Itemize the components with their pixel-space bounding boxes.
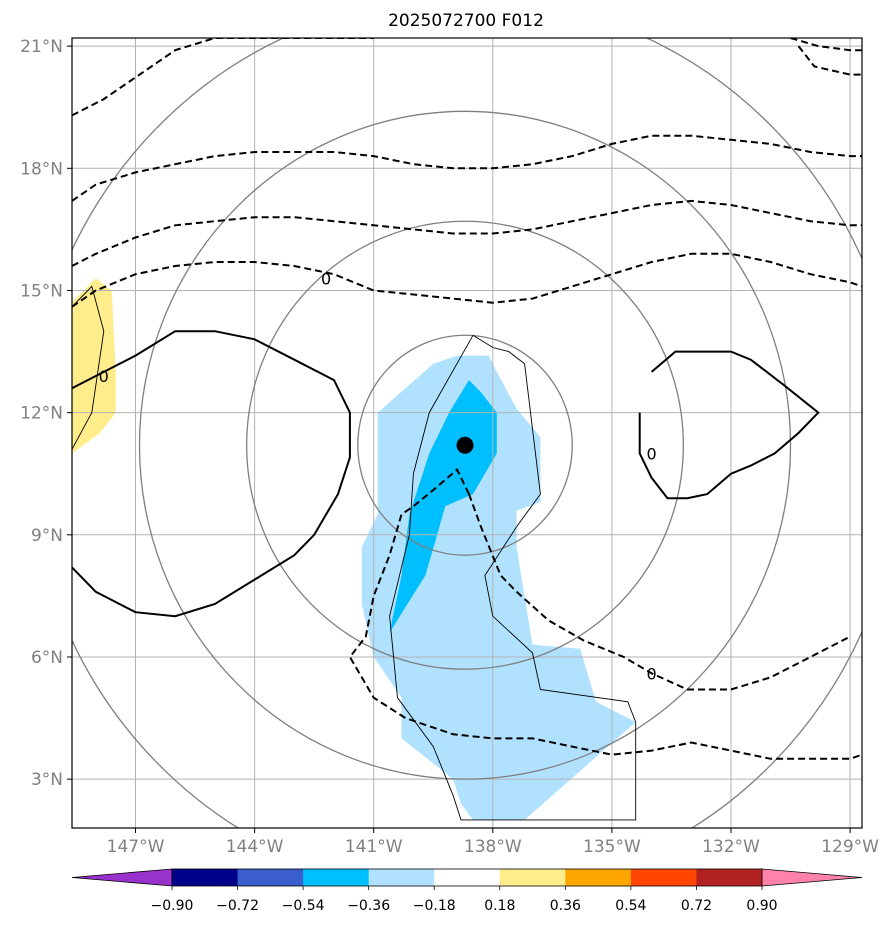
colorbar: −0.90 −0.72 −0.54 −0.36 −0.18 0.18 0.36 0.54 0.7…: [71, 868, 863, 914]
colorbar-extend-high: [761, 868, 863, 887]
colorbar-label-2: −0.54: [282, 898, 325, 914]
lon-tick-label-3: 138°W: [464, 837, 522, 857]
colorbar-outline: [171, 868, 763, 887]
colorbar-label-4: −0.18: [413, 898, 456, 914]
storm-center-marker: [456, 436, 474, 454]
lat-tick-label-5: 18°N: [20, 159, 63, 179]
contour-line-1: [790, 38, 862, 52]
contour-line-4: [72, 199, 862, 267]
colorbar-segment-2: [237, 869, 304, 886]
map-frame: [71, 37, 863, 829]
colorbar-label-5: 0.18: [484, 898, 515, 914]
colorbar-segment-9: [696, 869, 763, 886]
map-plot-area: 0 0 0 0: [72, 38, 862, 828]
contour-line-7: [468, 493, 851, 691]
lon-tick-label-0: 147°W: [107, 837, 165, 857]
contour-line-3: [72, 134, 862, 202]
colorbar-segment-5: [434, 869, 501, 886]
lat-tick-label-0: 3°N: [31, 770, 63, 790]
colorbar-label-3: −0.36: [347, 898, 390, 914]
colorbar-label-6: 0.36: [550, 898, 581, 914]
lon-tick-label-1: 144°W: [226, 837, 284, 857]
contour-line-6: [348, 467, 862, 760]
lat-tick-label-2: 9°N: [31, 526, 63, 546]
contour-line-11: [389, 334, 637, 821]
lat-tick-label-1: 6°N: [31, 648, 63, 668]
contour-line-9: [638, 350, 820, 500]
lat-tick-label-3: 12°N: [20, 404, 63, 424]
contour-label-1: 0: [99, 367, 109, 386]
lat-tick-label-6: 21°N: [20, 37, 63, 57]
colorbar-label-0: −0.90: [151, 898, 194, 914]
longitude-axis: 147°W 144°W 141°W 138°W 135°W 132°W 129°W: [107, 828, 879, 857]
lon-tick-label-2: 141°W: [345, 837, 403, 857]
lon-tick-label-5: 132°W: [702, 837, 760, 857]
colorbar-segment-7: [565, 869, 632, 886]
chart-title: 2025072700 F012: [388, 11, 544, 31]
colorbar-label-7: 0.54: [615, 898, 646, 914]
colorbar-segment-6: [499, 869, 566, 886]
colorbar-segment-1: [172, 869, 239, 886]
lon-tick-label-4: 135°W: [583, 837, 641, 857]
contour-label-2: 0: [647, 444, 657, 463]
contour-line-10: [72, 285, 105, 450]
contour-label-3: 0: [647, 664, 657, 683]
contour-line-0: [72, 38, 374, 117]
colorbar-label-9: 0.90: [746, 898, 777, 914]
range-ring-1: [246, 220, 685, 670]
contour-line-5: [72, 252, 862, 308]
lon-tick-label-6: 129°W: [821, 837, 879, 857]
lat-tick-label-4: 15°N: [20, 281, 63, 301]
range-ring-2: [138, 110, 792, 780]
contour-label-0: 0: [321, 269, 331, 288]
colorbar-label-8: 0.72: [681, 898, 712, 914]
colorbar-segment-8: [630, 869, 697, 886]
contour-line-2: [797, 45, 862, 76]
colorbar-segment-4: [368, 869, 435, 886]
colorbar-segment-3: [303, 869, 370, 886]
colorbar-label-1: −0.72: [216, 898, 259, 914]
contour-line-8: [72, 330, 351, 618]
filled-region-2: [72, 278, 116, 454]
latitude-axis: 3°N 6°N 9°N 12°N 15°N 18°N 21°N: [20, 37, 72, 790]
range-ring-0: [357, 334, 573, 556]
colorbar-extend-low: [71, 868, 173, 887]
